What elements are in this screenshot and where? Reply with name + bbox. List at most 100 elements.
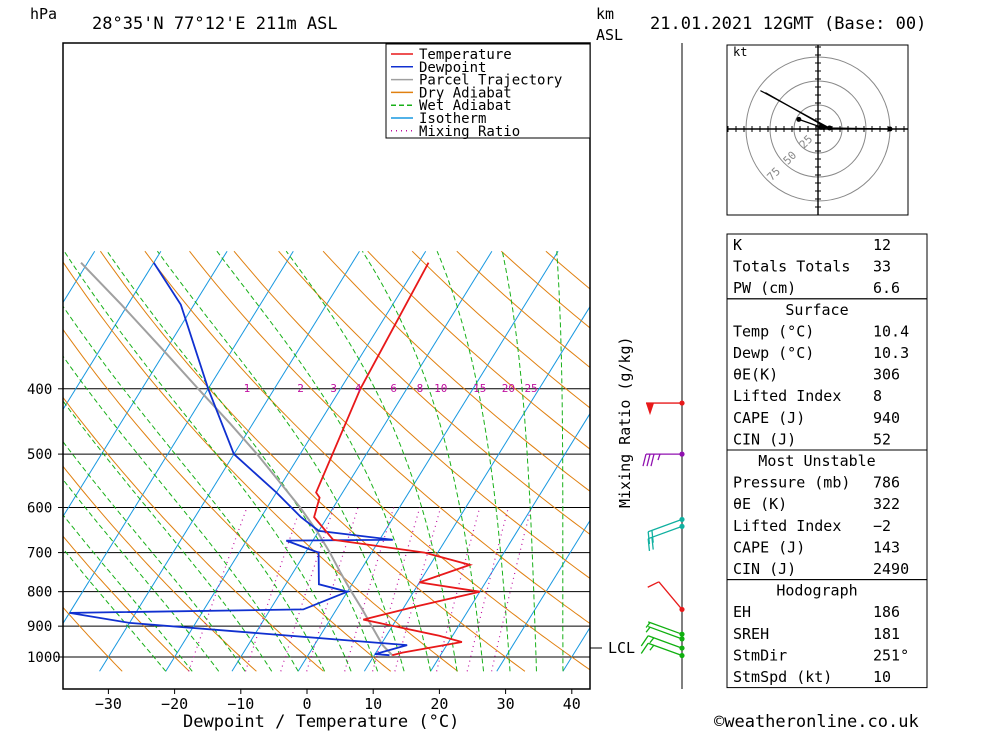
temperature-tick-label: −30 [95,695,122,713]
index-name: CIN (J) [733,560,796,578]
dry-adiabat-line [278,250,590,535]
index-value: 6.6 [873,279,900,297]
dry-adiabat-line [63,465,257,672]
dry-adiabat-line [411,250,590,409]
temperature-tick-label: 30 [497,695,515,713]
hodograph-point [796,116,802,122]
index-name: Dewp (°C) [733,344,814,362]
isotherm-line [363,305,590,672]
wet-adiabat-line [63,355,299,672]
temperature-tick-label: 20 [430,695,448,713]
wet-adiabat-line [63,305,326,672]
hodograph-arrowhead [818,122,828,131]
parcel-trajectory-line [80,262,393,656]
indices-section-title: Most Unstable [758,452,875,470]
dry-adiabat-line [233,250,590,580]
isotherm-line [63,250,294,625]
wet-adiabat-line [556,251,564,672]
dry-adiabat-line [144,250,590,671]
wet-adiabat-line [285,250,458,672]
x-axis-label: Dewpoint / Temperature (°C) [183,712,459,732]
pressure-tick-label: 600 [27,500,52,516]
legend-label: Parcel Trajectory [419,73,562,89]
isotherm-line [496,519,590,672]
indices-section-title: Hodograph [776,582,857,600]
lcl-label: LCL [608,639,635,657]
mixing-ratio-label: 1 [244,382,251,395]
mixing-ratio-label: 3 [330,382,337,395]
wind-barb-full [640,635,649,647]
index-value: 251° [873,646,909,664]
sounding-series [69,262,481,657]
mixing-ratio-line [491,507,532,672]
pressure-tick-label: 900 [27,619,52,635]
index-value: 8 [873,387,882,405]
wind-barb-full [646,453,651,467]
pressure-tick-label: 400 [27,382,52,398]
isotherm-line [297,250,559,672]
pressure-tick-label: 700 [27,546,52,562]
hodograph-storm-motion [821,126,826,131]
isotherm-line [430,412,590,672]
wind-barb-full [640,642,649,654]
wet-adiabat-line [63,440,246,672]
temperature-tick-label: −20 [161,695,188,713]
dry-adiabats [63,250,590,672]
wet-adiabat-line [106,250,379,672]
index-name: CAPE (J) [733,538,805,556]
isotherm-line [63,250,228,518]
pressure-axis: 400 500 600 700 800 900 1000 [27,382,63,666]
mixing-ratio-label: 2 [297,382,304,395]
wet-adiabat-line [63,547,167,672]
index-value: 10 [873,668,891,686]
index-name: K [733,236,742,254]
index-value: 12 [873,236,891,254]
hodograph-unit: kt [733,45,747,59]
wind-barb-half [657,453,661,461]
index-value: 786 [873,474,900,492]
mixing-ratio-label: 25 [524,382,537,395]
mixing-ratio-line [188,507,248,672]
wet-adiabat-line [63,250,352,672]
legend-box [385,43,591,139]
index-name: SREH [733,625,769,643]
pressure-tick-label: 1000 [27,650,61,666]
legend-label: Temperature [419,47,512,63]
mixing-ratio-line [372,507,421,672]
mixing-ratio-label: 10 [434,382,447,395]
indices-section-box [726,579,928,689]
km-unit-label: km [596,5,614,23]
index-value: 2490 [873,560,909,578]
mixing-ratio-line [280,507,335,672]
asl-unit-label: ASL [596,26,623,44]
location-title: 28°35'N 77°12'E 211m ASL [92,14,338,34]
wind-barb-shaft [647,621,683,635]
dry-adiabat-line [99,250,526,672]
legend-label: Wet Adiabat [419,98,512,114]
dry-adiabat-line [456,250,590,369]
wet-adiabat-line [361,250,484,672]
index-name: θE (K) [733,495,787,513]
temperature-tick-label: 10 [364,695,382,713]
mixing-ratio-labels: 1 2 3 4 6 8 10 15 20 25 [244,382,538,395]
index-name: Lifted Index [733,517,841,535]
credit-text: ©weatheronline.co.uk [714,712,919,732]
wind-barb-full [642,453,647,467]
datetime-title: 21.01.2021 12GMT (Base: 00) [650,14,926,34]
hodograph-point [827,125,833,131]
wind-barb-shaft [658,581,683,610]
pressure-tick-label: 500 [27,447,52,463]
wind-barbs [640,400,685,659]
pressure-unit-label: hPa [30,5,57,23]
mixing-ratio-label: 4 [355,382,362,395]
wet-adiabat-line [63,514,193,672]
dry-adiabat-line [63,606,123,672]
wind-level-dot [679,645,685,651]
wind-barb-full [650,453,655,467]
background-lines [63,250,590,672]
wind-barb-full [647,581,660,588]
wind-barb-half [649,644,655,651]
wet-adiabat-line [216,250,432,672]
